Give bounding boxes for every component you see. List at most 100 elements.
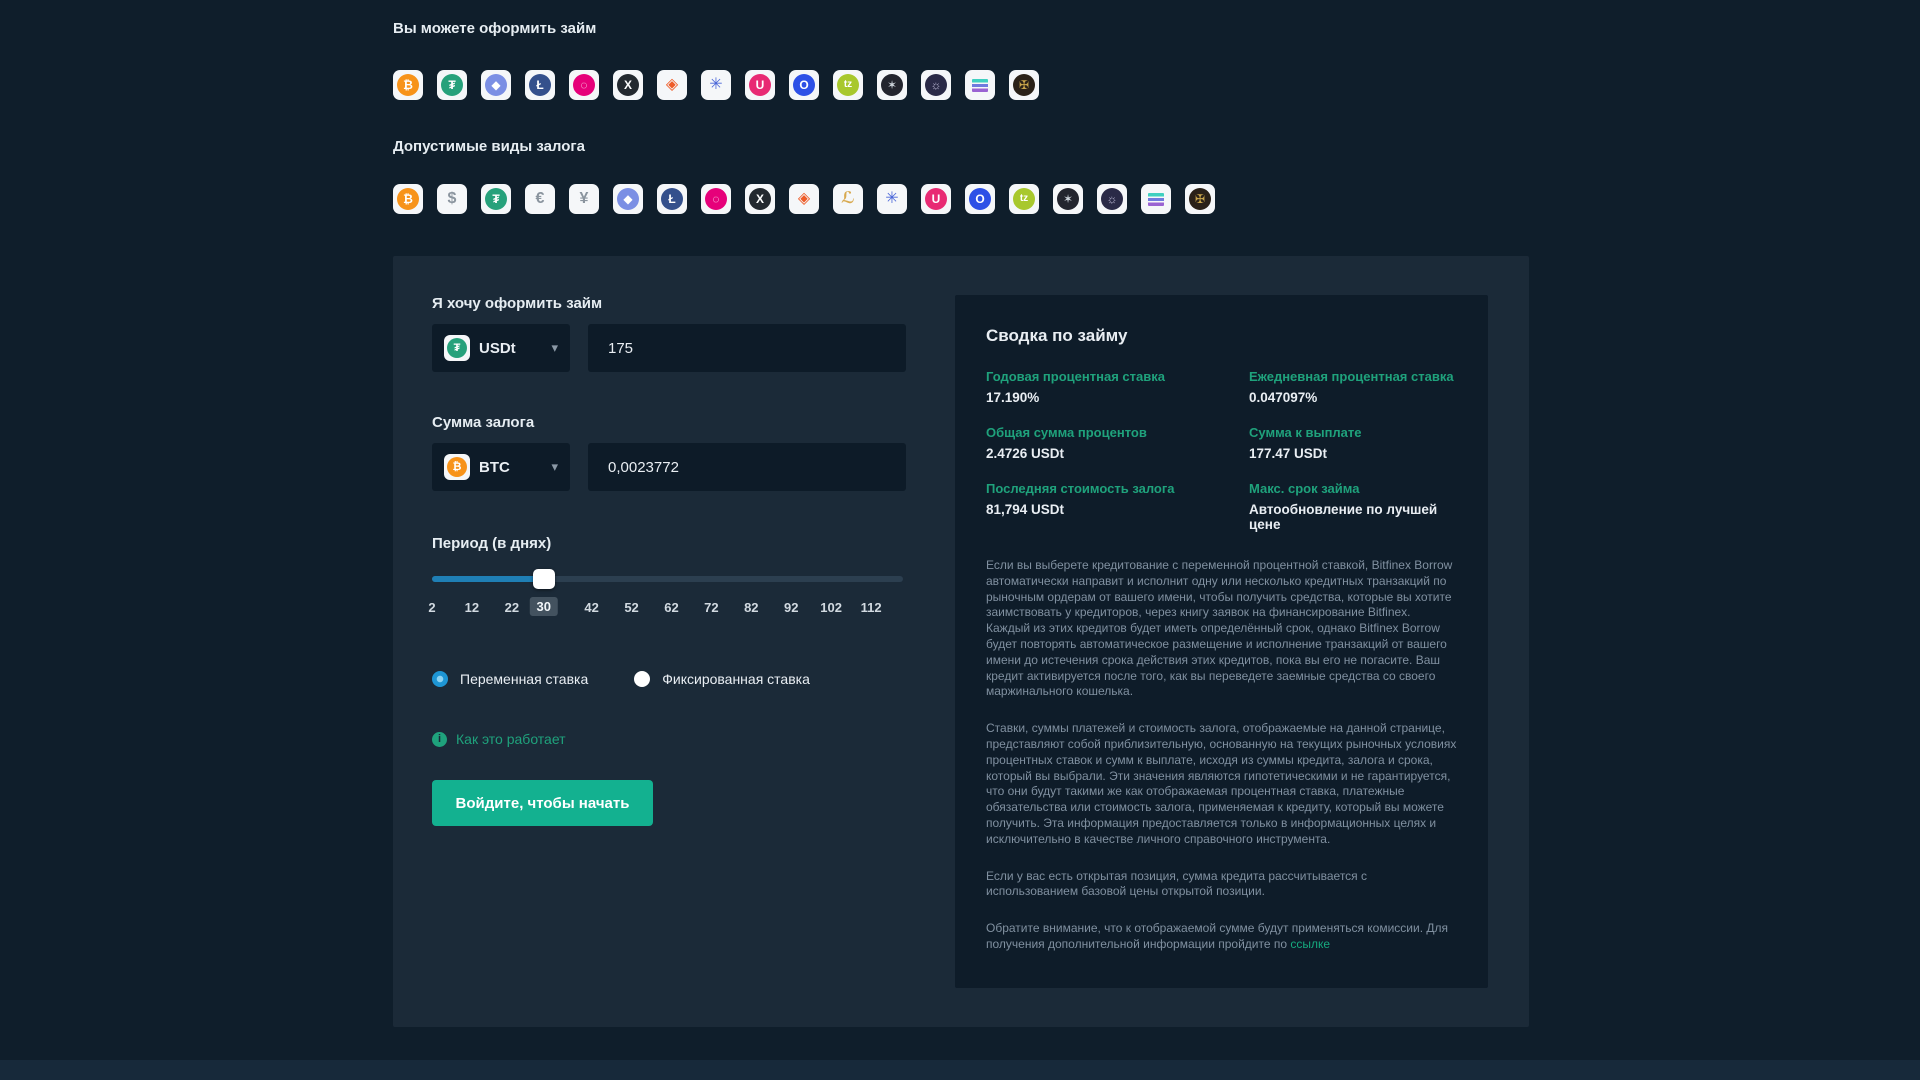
summary-stat: Макс. срок займа Автообновление по лучшей…	[1249, 481, 1457, 532]
coin-icon-tether: ₮	[444, 335, 470, 361]
coin-icon-tron: ◈	[657, 70, 687, 100]
summary-paragraph: Ставки, суммы платежей и стоимость залог…	[986, 721, 1457, 846]
radio-variable-rate[interactable]: Переменная ставка	[432, 671, 588, 687]
summary-note-text: Обратите внимание, что к отображаемой су…	[986, 921, 1448, 951]
collateral-coins-heading: Допустимые виды залога	[393, 138, 586, 155]
collateral-currency-label: BTC	[479, 458, 510, 476]
fees-info-link[interactable]: ссылке	[1290, 936, 1331, 951]
coin-icon-tether-gold: ✠	[1009, 70, 1039, 100]
summary-paragraph: Если у вас есть открытая позиция, сумма …	[986, 868, 1368, 899]
period-tick-label: 102	[820, 600, 842, 615]
collateral-currency-icon-slot: ₿	[444, 454, 470, 480]
coin-icon-solana	[965, 70, 995, 100]
summary-disclaimer: Если вы выберете кредитование с переменн…	[986, 558, 1457, 953]
footer-bar	[0, 1060, 1920, 1080]
coin-icon-tron: ◈	[789, 184, 819, 214]
summary-stat-label: Общая сумма процентов	[986, 425, 1147, 440]
period-tick-label: 12	[464, 600, 480, 615]
coin-icon-xrp: X	[613, 70, 643, 100]
login-to-start-button[interactable]: Войдите, чтобы начать	[432, 780, 653, 826]
summary-stats: Годовая процентная ставка 17.190% Ежедневн…	[986, 369, 1457, 532]
coin-icon-polkadot: ◌	[569, 70, 599, 100]
period-tick-label: 22	[504, 600, 520, 615]
fixed-rate-label: Фиксированная ставка	[662, 671, 810, 687]
summary-stat-value: 2.4726 USDt	[986, 446, 1065, 461]
period-tick-label: 42	[584, 600, 599, 615]
coin-icon-cosmos: ☼	[921, 70, 951, 100]
coin-icon-cosmos: ☼	[1097, 184, 1127, 214]
coin-icon-polkadot: ◌	[701, 184, 731, 214]
summary-stat-label: Макс. срок займа	[1249, 481, 1360, 496]
coin-icon-tether: ₮	[481, 184, 511, 214]
summary-stat-value: 17.190%	[986, 390, 1040, 405]
coin-icon-yen: ¥	[569, 184, 599, 214]
how-it-works-text: Как это работает	[456, 731, 566, 747]
summary-stat: Годовая процентная ставка 17.190%	[986, 369, 1249, 405]
coin-icon-leo: ℒ	[833, 184, 863, 214]
period-slider-handle[interactable]	[532, 569, 555, 589]
summary-stat-value: 0.047097%	[1249, 390, 1318, 405]
period-label: Период (в днях)	[432, 535, 552, 552]
coin-icon-xrp: X	[745, 184, 775, 214]
collateral-amount-input[interactable]	[588, 443, 906, 491]
period-tick-label: 62	[664, 600, 679, 615]
period-slider-ticks: 2 12 22 30 42 52 62 72 82 92 102 112	[428, 597, 903, 623]
period-tick-label: 112	[860, 600, 882, 615]
radio-selected-icon[interactable]	[432, 671, 448, 687]
loan-currency-icon-slot: ₮	[444, 335, 470, 361]
loan-currency-dropdown[interactable]: ₮ USDt ▾	[432, 324, 570, 372]
summary-stat-label: Годовая процентная ставка	[986, 369, 1165, 384]
coin-icon-litecoin: Ł	[525, 70, 555, 100]
period-tick-label: 92	[784, 600, 799, 615]
chevron-down-icon: ▾	[551, 459, 558, 474]
period-slider-fill	[432, 576, 544, 582]
coin-icon-eos: ✶	[1053, 184, 1083, 214]
coin-icon-snowflake: ✳	[701, 70, 731, 100]
coin-icon-ethereum: ◆	[481, 70, 511, 100]
period-tick-label: 2	[428, 600, 436, 615]
summary-stat-value: Автообновление по лучшей цене	[1249, 502, 1438, 532]
collateral-amount-label: Сумма залога	[432, 414, 535, 431]
coin-icon-bitcoin: ₿	[444, 454, 470, 480]
coin-icon-eos: ✶	[877, 70, 907, 100]
period-tick-label: 52	[624, 600, 639, 615]
chevron-down-icon: ▾	[551, 340, 558, 355]
coin-icon-litecoin: Ł	[657, 184, 687, 214]
coin-icon-snowflake: ✳	[877, 184, 907, 214]
info-icon: i	[432, 731, 447, 747]
radio-fixed-rate[interactable]: Фиксированная ставка	[634, 671, 810, 687]
summary-title: Сводка по займу	[986, 326, 1128, 345]
coin-icon-tezos: tz	[833, 70, 863, 100]
coin-icon-euro: €	[525, 184, 555, 214]
period-value-badge: 30	[529, 597, 558, 616]
coin-icon-tether: ₮	[437, 70, 467, 100]
summary-stat-value: 81,794 USDt	[986, 502, 1065, 517]
borrow-form-panel: Я хочу оформить займ ₮ USDt ▾ Сумма зало…	[393, 256, 1529, 1027]
coin-icon-tether-gold: ✠	[1185, 184, 1215, 214]
loan-amount-input[interactable]	[588, 324, 906, 372]
summary-stat: Сумма к выплате 177.47 USDt	[1249, 425, 1457, 461]
rate-type-options: Переменная ставка Фиксированная ставка	[432, 671, 906, 687]
radio-unselected-icon[interactable]	[634, 671, 651, 687]
variable-rate-label: Переменная ставка	[460, 671, 589, 687]
summary-stat-value: 177.47 USDt	[1249, 446, 1328, 461]
coin-icon-uniswap: U	[745, 70, 775, 100]
loan-form: Я хочу оформить займ ₮ USDt ▾ Сумма зало…	[428, 295, 906, 826]
coin-icon-bitcoin: ₿	[393, 184, 423, 214]
coin-icon-omg: O	[965, 184, 995, 214]
summary-stat: Общая сумма процентов 2.4726 USDt	[986, 425, 1249, 461]
coin-icon-solana	[1141, 184, 1171, 214]
summary-paragraph: Если вы выберете кредитование с переменн…	[986, 558, 1453, 699]
coin-icon-us-dollar: $	[437, 184, 467, 214]
summary-stat-label: Ежедневная процентная ставка	[1249, 369, 1454, 384]
summary-stat-label: Последняя стоимость залога	[986, 481, 1175, 496]
summary-stat: Последняя стоимость залога 81,794 USDt	[986, 481, 1249, 532]
period-slider-track[interactable]	[432, 576, 903, 582]
period-slider[interactable]	[432, 569, 903, 589]
how-it-works-link[interactable]: i Как это работает	[432, 731, 906, 747]
collateral-currency-dropdown[interactable]: ₿ BTC ▾	[432, 443, 570, 491]
period-tick-label: 82	[744, 600, 759, 615]
coin-icon-bitcoin: ₿	[393, 70, 423, 100]
